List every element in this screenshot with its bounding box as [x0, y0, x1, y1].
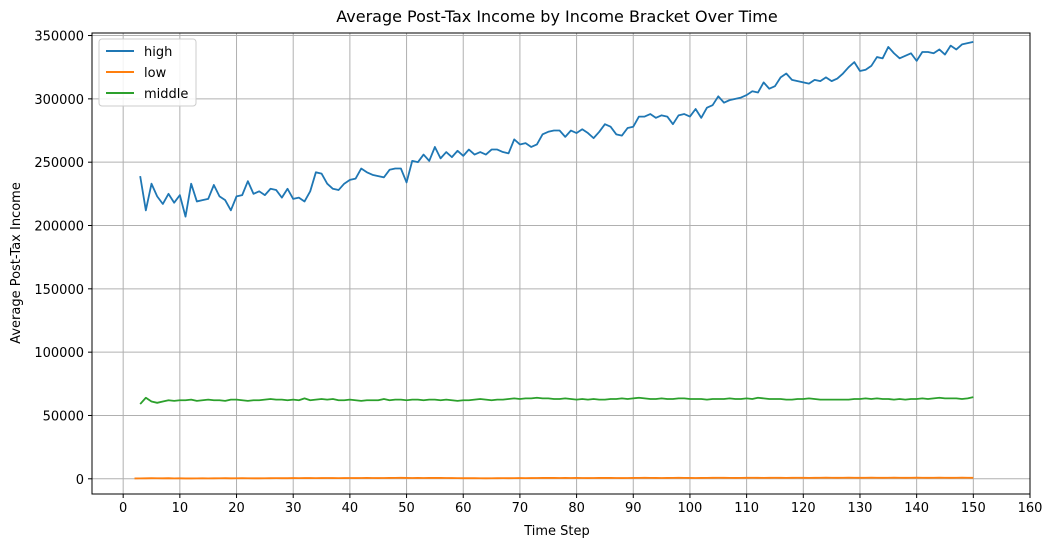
y-tick-label: 350000	[34, 30, 84, 45]
x-tick-label: 30	[285, 501, 302, 516]
legend: high low middle	[98, 38, 197, 107]
legend-label-middle: middle	[144, 87, 188, 102]
axis-ticks: 0 10 20 30 40 50 60 70 80 90 100 110 120 130 140 150 160…	[34, 30, 1042, 516]
y-tick-label: 250000	[34, 156, 84, 171]
y-tick-label: 150000	[34, 283, 84, 298]
x-tick-label: 0	[119, 501, 127, 516]
x-tick-label: 130	[848, 501, 873, 516]
x-tick-label: 120	[791, 501, 816, 516]
y-tick-label: 200000	[34, 220, 84, 235]
y-tick-label: 100000	[34, 346, 84, 361]
x-tick-label: 70	[512, 501, 529, 516]
x-tick-label: 110	[734, 501, 759, 516]
legend-box	[98, 38, 197, 107]
x-axis-label: Time Step	[523, 524, 590, 539]
x-tick-label: 50	[398, 501, 415, 516]
x-tick-label: 150	[961, 501, 986, 516]
y-tick-label: 0	[76, 473, 84, 488]
series-line-low	[134, 476, 974, 480]
x-tick-label: 140	[904, 501, 929, 516]
series-lines	[134, 40, 974, 480]
legend-label-low: low	[144, 66, 167, 81]
y-tick-label: 50000	[43, 409, 84, 424]
grid	[92, 33, 1031, 494]
x-tick-label: 90	[625, 501, 642, 516]
x-tick-label: 100	[678, 501, 703, 516]
y-tick-label: 300000	[34, 93, 84, 108]
legend-label-high: high	[144, 45, 172, 60]
series-line-high	[139, 40, 974, 218]
x-tick-label: 60	[455, 501, 472, 516]
x-tick-label: 80	[568, 501, 585, 516]
x-tick-label: 160	[1018, 501, 1043, 516]
y-axis-label: Average Post-Tax Income	[9, 182, 24, 344]
series-line-middle	[139, 396, 974, 405]
plot-frame	[91, 32, 1031, 495]
x-tick-label: 40	[342, 501, 359, 516]
x-tick-label: 20	[228, 501, 245, 516]
x-tick-label: 10	[172, 501, 189, 516]
chart-title: Average Post-Tax Income by Income Bracke…	[336, 7, 777, 26]
